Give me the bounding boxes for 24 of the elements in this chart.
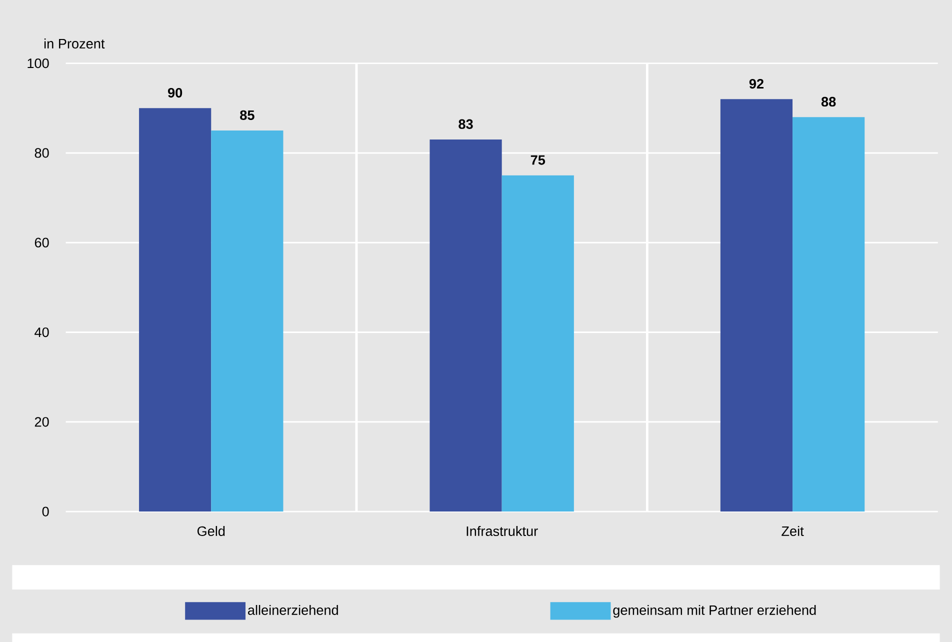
bar: [430, 139, 502, 512]
data-label: 85: [240, 110, 254, 120]
x-tick-label: Zeit: [782, 526, 804, 536]
data-label: 88: [821, 96, 836, 106]
data-label: 83: [458, 119, 473, 129]
data-label: 92: [749, 78, 764, 89]
bar: [211, 130, 284, 512]
data-label: 75: [530, 155, 546, 165]
bar: [502, 175, 574, 512]
y-tick-label: 60: [34, 238, 49, 248]
y-tick-label: 80: [34, 148, 49, 158]
bar: [139, 108, 212, 512]
bar: [720, 99, 793, 512]
y-tick-label: 40: [34, 327, 49, 338]
y-tick-label: 100: [28, 58, 49, 68]
x-tick-label: Geld: [197, 526, 225, 536]
y-tick-label: 0: [42, 506, 49, 516]
bar: [792, 117, 865, 512]
x-tick-label: Infrastruktur: [466, 526, 538, 536]
legend-label: alleinerziehend: [248, 604, 338, 615]
legend-label: gemeinsam mit Partner erziehend: [613, 604, 816, 618]
y-axis-title: in Prozent: [44, 38, 105, 48]
data-label: 90: [168, 88, 182, 98]
y-tick-label: 20: [34, 417, 49, 427]
